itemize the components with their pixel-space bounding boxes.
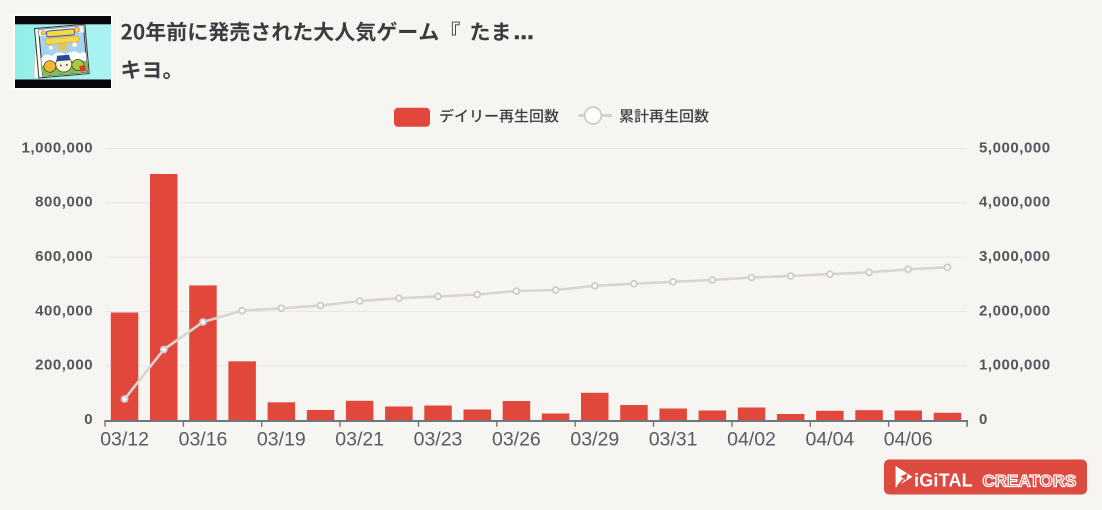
svg-text:04/06: 04/06 xyxy=(884,428,933,450)
svg-text:1,000,000: 1,000,000 xyxy=(979,357,1051,374)
svg-text:04/02: 04/02 xyxy=(727,428,776,450)
svg-text:3,000,000: 3,000,000 xyxy=(979,248,1051,265)
svg-text:0: 0 xyxy=(84,411,93,428)
svg-text:CREATORS: CREATORS xyxy=(983,471,1077,490)
svg-text:04/04: 04/04 xyxy=(805,428,854,450)
svg-text:800,000: 800,000 xyxy=(35,194,93,211)
svg-text:iGiTAL: iGiTAL xyxy=(914,470,973,490)
svg-text:400,000: 400,000 xyxy=(35,302,93,319)
svg-text:03/29: 03/29 xyxy=(570,428,619,450)
svg-text:2,000,000: 2,000,000 xyxy=(979,302,1051,319)
svg-text:03/26: 03/26 xyxy=(492,428,541,450)
svg-text:600,000: 600,000 xyxy=(35,248,93,265)
svg-text:03/31: 03/31 xyxy=(649,428,698,450)
svg-text:03/19: 03/19 xyxy=(257,428,306,450)
svg-text:4,000,000: 4,000,000 xyxy=(979,194,1051,211)
svg-text:03/16: 03/16 xyxy=(179,428,228,450)
svg-text:5,000,000: 5,000,000 xyxy=(979,139,1051,156)
svg-text:03/21: 03/21 xyxy=(335,428,384,450)
svg-text:03/23: 03/23 xyxy=(414,428,463,450)
svg-text:200,000: 200,000 xyxy=(35,357,93,374)
svg-text:1,000,000: 1,000,000 xyxy=(22,139,94,156)
svg-text:0: 0 xyxy=(979,411,988,428)
svg-text:03/12: 03/12 xyxy=(100,428,149,450)
